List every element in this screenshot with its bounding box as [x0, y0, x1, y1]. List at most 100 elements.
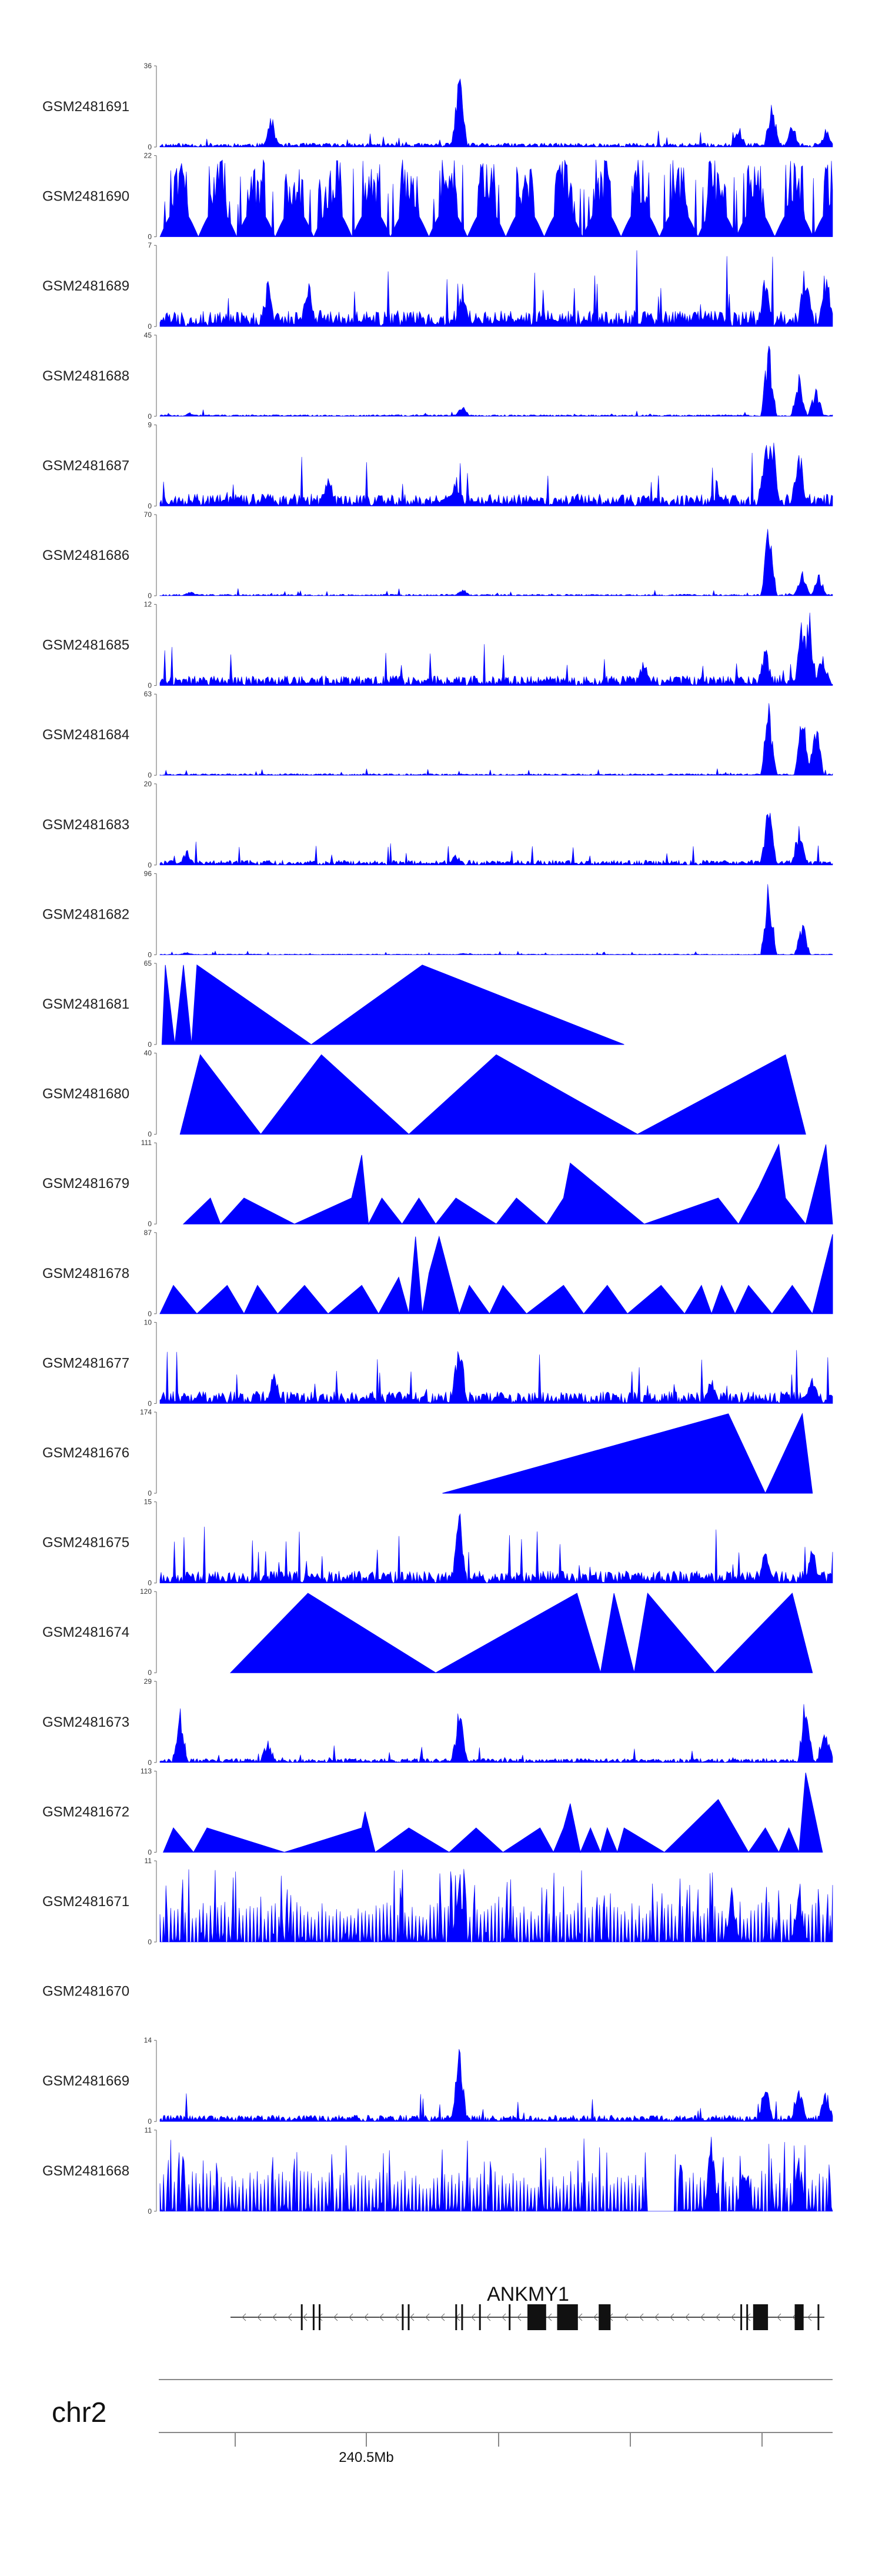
strand-chevron-icon	[410, 2313, 415, 2321]
track-GSM2481670: GSM2481670	[42, 1984, 129, 2000]
strand-chevron-icon	[639, 2313, 644, 2321]
y-min-label: 0	[148, 1579, 152, 1587]
gene-annotation-track: ANKMY1	[230, 2283, 824, 2330]
exon	[407, 2304, 410, 2330]
y-min-label: 0	[148, 1759, 152, 1767]
exon	[300, 2304, 303, 2330]
signal-area	[159, 2049, 833, 2123]
gene-name: ANKMY1	[487, 2283, 569, 2305]
y-max-label: 11	[145, 2126, 152, 2134]
strand-chevron-icon	[547, 2313, 552, 2321]
exon	[461, 2304, 463, 2330]
strand-chevron-icon	[242, 2313, 246, 2321]
exon	[402, 2304, 404, 2330]
strand-chevron-icon	[379, 2313, 384, 2321]
exon	[817, 2304, 820, 2330]
strand-chevron-icon	[807, 2313, 812, 2321]
y-max-label: 87	[144, 1229, 152, 1237]
track-label: GSM2481690	[42, 189, 129, 205]
signal-area	[179, 1054, 806, 1135]
y-max-label: 10	[144, 1318, 152, 1326]
strand-chevron-icon	[257, 2313, 262, 2321]
y-min-label: 0	[148, 502, 152, 510]
strand-chevron-icon	[272, 2313, 277, 2321]
track-GSM2481672: GSM2481672 113 0	[42, 1767, 823, 1856]
y-max-label: 36	[144, 62, 152, 70]
track-label: GSM2481678	[42, 1266, 129, 1282]
track-GSM2481690: GSM2481690 22 0	[42, 152, 833, 241]
strand-chevron-icon	[716, 2313, 720, 2321]
signal-area	[229, 1592, 813, 1673]
y-max-label: 22	[144, 152, 152, 160]
track-label: GSM2481671	[42, 1894, 129, 1910]
y-min-label: 0	[148, 1938, 152, 1946]
track-GSM2481676: GSM2481676 174 0	[42, 1408, 813, 1497]
track-GSM2481689: GSM2481689 7 0	[42, 241, 833, 331]
y-max-label: 11	[145, 1857, 152, 1865]
y-max-label: 12	[144, 600, 152, 609]
strand-chevron-icon	[593, 2313, 598, 2321]
track-label: GSM2481687	[42, 458, 129, 473]
y-min-label: 0	[148, 1399, 152, 1407]
track-GSM2481671: GSM2481671 11 0	[42, 1857, 833, 1946]
signal-area	[159, 1513, 833, 1584]
track-GSM2481679: GSM2481679 111 0	[42, 1139, 833, 1228]
signal-area	[159, 1868, 833, 1943]
y-max-label: 63	[144, 690, 152, 698]
y-max-label: 9	[148, 421, 152, 429]
y-min-label: 0	[148, 143, 152, 151]
axis-ticks	[235, 2432, 763, 2447]
track-GSM2481681: GSM2481681 65 0	[42, 959, 624, 1049]
track-label: GSM2481668	[42, 2163, 129, 2179]
track-label: GSM2481681	[42, 996, 129, 1012]
track-label: GSM2481673	[42, 1714, 129, 1730]
y-min-label: 0	[148, 2207, 152, 2215]
track-label: GSM2481683	[42, 817, 129, 833]
gene-model	[230, 2304, 824, 2330]
y-max-label: 70	[144, 510, 152, 519]
track-label: GSM2481680	[42, 1086, 129, 1102]
signal-area	[159, 1234, 833, 1315]
track-label: GSM2481684	[42, 727, 129, 743]
y-max-label: 7	[148, 241, 152, 249]
track-label: GSM2481691	[42, 99, 129, 115]
y-min-label: 0	[148, 322, 152, 331]
exon	[746, 2304, 749, 2330]
track-GSM2481691: GSM2481691 36 0	[42, 62, 833, 151]
y-min-label: 0	[148, 233, 152, 241]
strand-chevron-icon	[700, 2313, 705, 2321]
y-min-label: 0	[148, 771, 152, 779]
y-max-label: 174	[140, 1408, 152, 1416]
signal-area	[159, 884, 833, 955]
exon	[509, 2304, 511, 2330]
strand-chevron-icon	[624, 2313, 629, 2321]
strand-chevron-icon	[349, 2313, 353, 2321]
y-max-label: 111	[141, 1139, 152, 1147]
exon	[740, 2304, 743, 2330]
signal-area	[159, 529, 833, 596]
track-GSM2481680: GSM2481680 40 0	[42, 1049, 806, 1139]
strand-chevron-icon	[288, 2313, 292, 2321]
y-min-label: 0	[148, 1040, 152, 1049]
track-GSM2481678: GSM2481678 87 0	[42, 1229, 833, 1318]
signal-area	[159, 1350, 833, 1404]
track-label: GSM2481676	[42, 1445, 129, 1461]
strand-chevron-icon	[654, 2313, 659, 2321]
signal-area	[159, 612, 833, 686]
y-max-label: 20	[144, 780, 152, 788]
coding-exon	[753, 2304, 769, 2330]
track-GSM2481685: GSM2481685 12 0	[42, 600, 833, 690]
strand-chevron-icon	[578, 2313, 583, 2321]
exon	[312, 2304, 315, 2330]
track-GSM2481673: GSM2481673 29 0	[42, 1677, 833, 1767]
track-GSM2481675: GSM2481675 15 0	[42, 1498, 833, 1587]
signal-area	[442, 1413, 813, 1494]
track-label: GSM2481682	[42, 906, 129, 922]
exon	[319, 2304, 320, 2330]
track-label: GSM2481686	[42, 548, 129, 563]
signal-area	[182, 1143, 833, 1225]
y-max-label: 14	[144, 2036, 152, 2044]
signal-area	[159, 250, 833, 327]
coding-exon	[557, 2304, 578, 2330]
y-min-label: 0	[148, 861, 152, 869]
